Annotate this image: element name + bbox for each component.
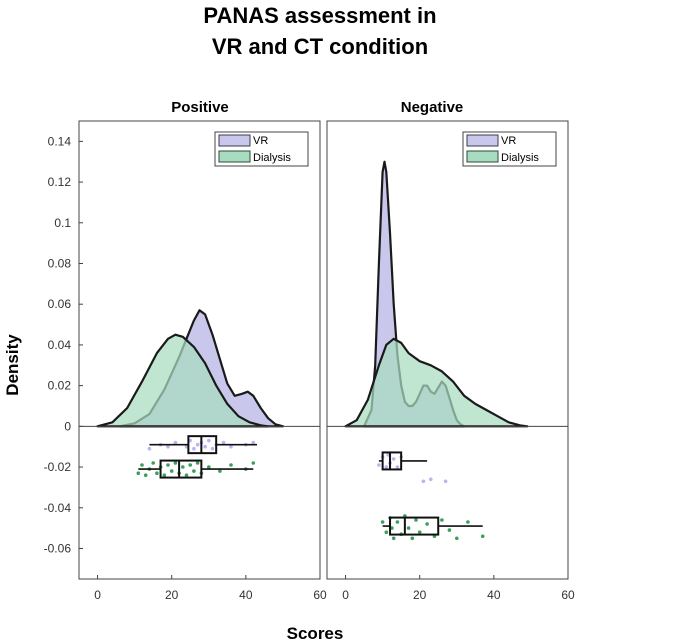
scatter-point-dialysis — [140, 463, 144, 467]
x-tick-label: 40 — [239, 588, 253, 602]
scatter-point-vr — [173, 440, 178, 445]
scatter-point-dialysis — [384, 530, 389, 534]
scatter-point-dialysis — [410, 536, 415, 541]
scatter-point-dialysis — [440, 518, 444, 522]
y-tick-label: 0.14 — [48, 134, 72, 148]
y-tick-label: 0.08 — [48, 256, 72, 270]
scatter-point-dialysis — [414, 518, 418, 522]
box-iqr-vr — [381, 451, 403, 471]
scatter-point-vr — [207, 438, 211, 443]
scatter-point-dialysis — [447, 528, 452, 532]
y-tick-label: 0.04 — [48, 338, 72, 352]
panel-title-positive: Positive — [171, 99, 229, 116]
y-tick-label: 0.02 — [48, 379, 72, 393]
x-tick-label: 60 — [561, 588, 575, 602]
scatter-point-dialysis — [218, 469, 222, 473]
panel-frame-positive — [78, 120, 321, 580]
x-tick-label: 20 — [165, 588, 179, 602]
y-tick-label: -0.06 — [44, 541, 72, 555]
legend-label-vr: VR — [501, 135, 516, 147]
legend-swatch-vr — [218, 134, 251, 147]
scatter-point-dialysis — [425, 522, 429, 526]
scatter-point-vr — [443, 479, 448, 484]
y-tick-label: 0.12 — [48, 175, 72, 189]
legend-negative: VR Dialysis — [462, 131, 557, 167]
scatter-point-vr — [210, 446, 215, 451]
scatter-point-vr — [203, 444, 207, 449]
x-tick-label: 40 — [487, 588, 501, 602]
scatter-point-vr — [195, 442, 200, 447]
scatter-point-dialysis — [406, 526, 411, 530]
panel-frame-negative — [326, 120, 569, 580]
panel-positive: Positive 0 20 40 60 0.14 0.12 0.1 0.08 0.06 0.04… — [44, 99, 327, 602]
scatter-point-vr — [166, 444, 170, 449]
scatter-point-vr — [147, 446, 152, 451]
scatter-point-vr — [377, 463, 381, 467]
box-iqr-dialysis — [389, 516, 440, 536]
density-area-dialysis — [344, 337, 529, 428]
legend-label-dialysis: Dialysis — [501, 152, 539, 164]
scatter-point-dialysis — [188, 463, 192, 467]
scatter-point-dialysis — [173, 461, 178, 465]
legend-label-dialysis: Dialysis — [253, 152, 291, 164]
x-tick-label: 0 — [342, 588, 349, 602]
scatter-point-vr — [192, 446, 196, 451]
y-tick-label: 0.1 — [54, 216, 71, 230]
scatter-point-vr — [384, 465, 389, 469]
legend-swatch-dialysis — [218, 150, 251, 163]
scatter-point-dialysis — [169, 469, 174, 473]
scatter-point-dialysis — [181, 465, 185, 469]
scatter-point-vr — [429, 477, 433, 482]
scatter-point-vr — [391, 457, 396, 461]
scatter-point-dialysis — [480, 534, 485, 539]
scatter-point-dialysis — [162, 473, 167, 478]
scatter-point-vr — [251, 440, 256, 445]
scatter-point-dialysis — [155, 471, 159, 476]
x-tick-label: 60 — [313, 588, 327, 602]
scatter-point-dialysis — [151, 461, 155, 465]
figure-title-line-1: PANAS assessment in — [203, 3, 436, 28]
y-axis-label: Density — [3, 334, 22, 396]
x-axis-label: Scores — [287, 624, 344, 643]
legend-positive: VR Dialysis — [214, 131, 309, 167]
legend-swatch-vr — [466, 134, 499, 147]
scatter-point-dialysis — [455, 536, 459, 541]
scatter-point-dialysis — [229, 463, 233, 467]
scatter-point-dialysis — [251, 461, 256, 465]
scatter-point-dialysis — [166, 463, 170, 467]
panel-title-negative: Negative — [401, 99, 464, 116]
legend-label-vr: VR — [253, 135, 268, 147]
scatter-point-dialysis — [417, 530, 422, 534]
scatter-point-dialysis — [395, 520, 400, 524]
scatter-point-vr — [229, 444, 233, 449]
figure-title-line-2: VR and CT condition — [212, 34, 428, 59]
panel-negative: Negative 0 20 40 60 VR Dialysis — [326, 99, 575, 602]
scatter-point-dialysis — [466, 520, 470, 524]
x-tick-label: 0 — [94, 588, 101, 602]
legend-swatch-dialysis — [466, 150, 499, 163]
scatter-point-vr — [395, 465, 400, 469]
scatter-point-dialysis — [207, 465, 211, 469]
scatter-point-vr — [221, 440, 226, 445]
scatter-point-vr — [421, 479, 426, 484]
y-tick-label: 0 — [64, 419, 71, 433]
scatter-point-dialysis — [136, 471, 141, 476]
scatter-point-dialysis — [184, 473, 189, 478]
y-tick-label: -0.04 — [44, 501, 72, 515]
x-tick-label: 20 — [413, 588, 427, 602]
density-area-dialysis — [96, 333, 270, 428]
box-iqr-dialysis — [159, 459, 203, 479]
scatter-point-dialysis — [192, 469, 196, 473]
y-tick-label: -0.02 — [44, 460, 72, 474]
scatter-point-dialysis — [380, 520, 385, 524]
scatter-point-dialysis — [195, 461, 200, 465]
y-tick-label: 0.06 — [48, 297, 72, 311]
scatter-point-dialysis — [391, 536, 396, 541]
scatter-point-dialysis — [143, 473, 148, 478]
